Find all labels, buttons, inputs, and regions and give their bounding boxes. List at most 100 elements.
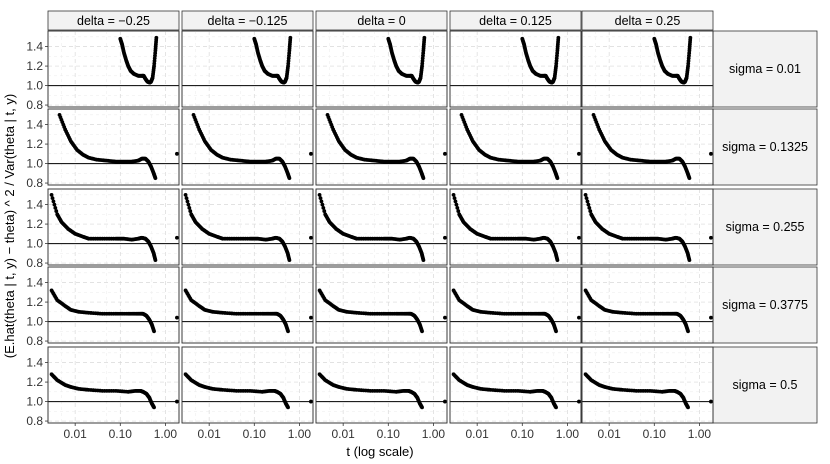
data-point <box>688 35 693 40</box>
y-tick-label: 1.0 <box>26 395 43 409</box>
row-strip-box <box>712 346 818 424</box>
column-strip-box <box>181 10 314 31</box>
column-strip: delta = 0.25 <box>581 10 714 31</box>
x-tick-label: 0.10 <box>377 427 401 441</box>
outlier-point <box>709 151 713 156</box>
panel-border <box>449 346 582 424</box>
data-point <box>421 258 426 263</box>
panel-background <box>181 108 314 186</box>
column-strip-box <box>47 10 180 31</box>
panel <box>581 30 714 108</box>
data-point <box>286 329 290 334</box>
data-point <box>286 405 290 410</box>
data-point <box>50 196 55 200</box>
panel <box>449 30 582 108</box>
data-point <box>187 205 192 210</box>
panel-background <box>181 188 314 266</box>
panel-background <box>315 30 448 108</box>
y-tick-label: 1.4 <box>26 40 43 54</box>
data-point <box>554 329 558 334</box>
panel-background <box>315 266 448 344</box>
x-tick-label: 0.10 <box>243 427 267 441</box>
y-tick-label: 1.0 <box>26 79 43 93</box>
x-tick-label: 0.01 <box>63 427 87 441</box>
data-point <box>152 329 156 334</box>
panel-border <box>47 346 180 424</box>
panel <box>449 346 582 424</box>
data-point <box>686 405 690 410</box>
row-strip: sigma = 0.255 <box>712 188 818 266</box>
data-point <box>420 329 424 334</box>
data-point <box>587 205 592 210</box>
data-point <box>287 258 292 263</box>
x-tick-label: 0.01 <box>597 427 621 441</box>
row-strip: sigma = 0.3775 <box>712 266 818 344</box>
y-tick-label: 1.0 <box>26 157 43 171</box>
outlier-point <box>709 315 713 320</box>
data-point <box>454 202 459 207</box>
column-strip-label: delta = 0.25 <box>615 14 681 28</box>
panel <box>449 266 582 344</box>
data-point <box>556 35 561 40</box>
row-strip-box <box>712 30 818 108</box>
panel <box>315 108 448 186</box>
panel <box>581 108 714 186</box>
panel-background <box>181 266 314 344</box>
panel-border <box>47 266 180 344</box>
panel <box>581 346 714 424</box>
y-tick-label: 1.4 <box>26 276 43 290</box>
panel-background <box>315 108 448 186</box>
data-point <box>287 176 292 181</box>
panel-border <box>315 188 448 266</box>
panel-border <box>181 266 314 344</box>
outlier-point <box>175 399 179 404</box>
data-point <box>455 205 460 210</box>
data-point <box>317 192 322 197</box>
data-point <box>588 209 593 213</box>
panel-border <box>181 108 314 186</box>
x-tick-label: 0.01 <box>465 427 489 441</box>
column-strip-box <box>449 10 582 31</box>
panel <box>47 30 180 108</box>
data-point <box>185 199 190 204</box>
data-point <box>186 202 191 207</box>
data-point <box>154 35 159 40</box>
panel-border <box>449 266 582 344</box>
y-tick-label: 1.4 <box>26 198 43 212</box>
outlier-point <box>175 151 179 156</box>
data-point <box>320 202 325 207</box>
x-tick-label: 0.10 <box>643 427 667 441</box>
data-point <box>52 202 57 207</box>
panel-border <box>315 108 448 186</box>
panel <box>181 188 314 266</box>
x-tick-label: 1.00 <box>288 427 312 441</box>
outlier-point <box>577 235 581 240</box>
panel-background <box>47 266 180 344</box>
panel-border <box>581 266 714 344</box>
column-strip-box <box>581 10 714 31</box>
data-point <box>583 192 588 197</box>
column-strip: delta = 0.125 <box>449 10 582 31</box>
data-point <box>288 35 293 40</box>
row-strip: sigma = 0.5 <box>712 346 818 424</box>
data-point <box>452 196 457 200</box>
panel-background <box>449 188 582 266</box>
panel-border <box>449 108 582 186</box>
data-point <box>586 202 591 207</box>
panel <box>47 346 180 424</box>
x-tick-label: 1.00 <box>154 427 178 441</box>
data-point <box>53 205 58 210</box>
panel-background <box>47 188 180 266</box>
panel-border <box>315 346 448 424</box>
panel <box>181 346 314 424</box>
outlier-point <box>175 315 179 320</box>
column-strip: delta = −0.25 <box>47 10 180 31</box>
data-point <box>686 329 690 334</box>
panel-background <box>47 108 180 186</box>
panel <box>449 188 582 266</box>
data-point <box>687 258 692 263</box>
outlier-point <box>443 315 447 320</box>
data-point <box>153 176 158 181</box>
panel <box>181 108 314 186</box>
